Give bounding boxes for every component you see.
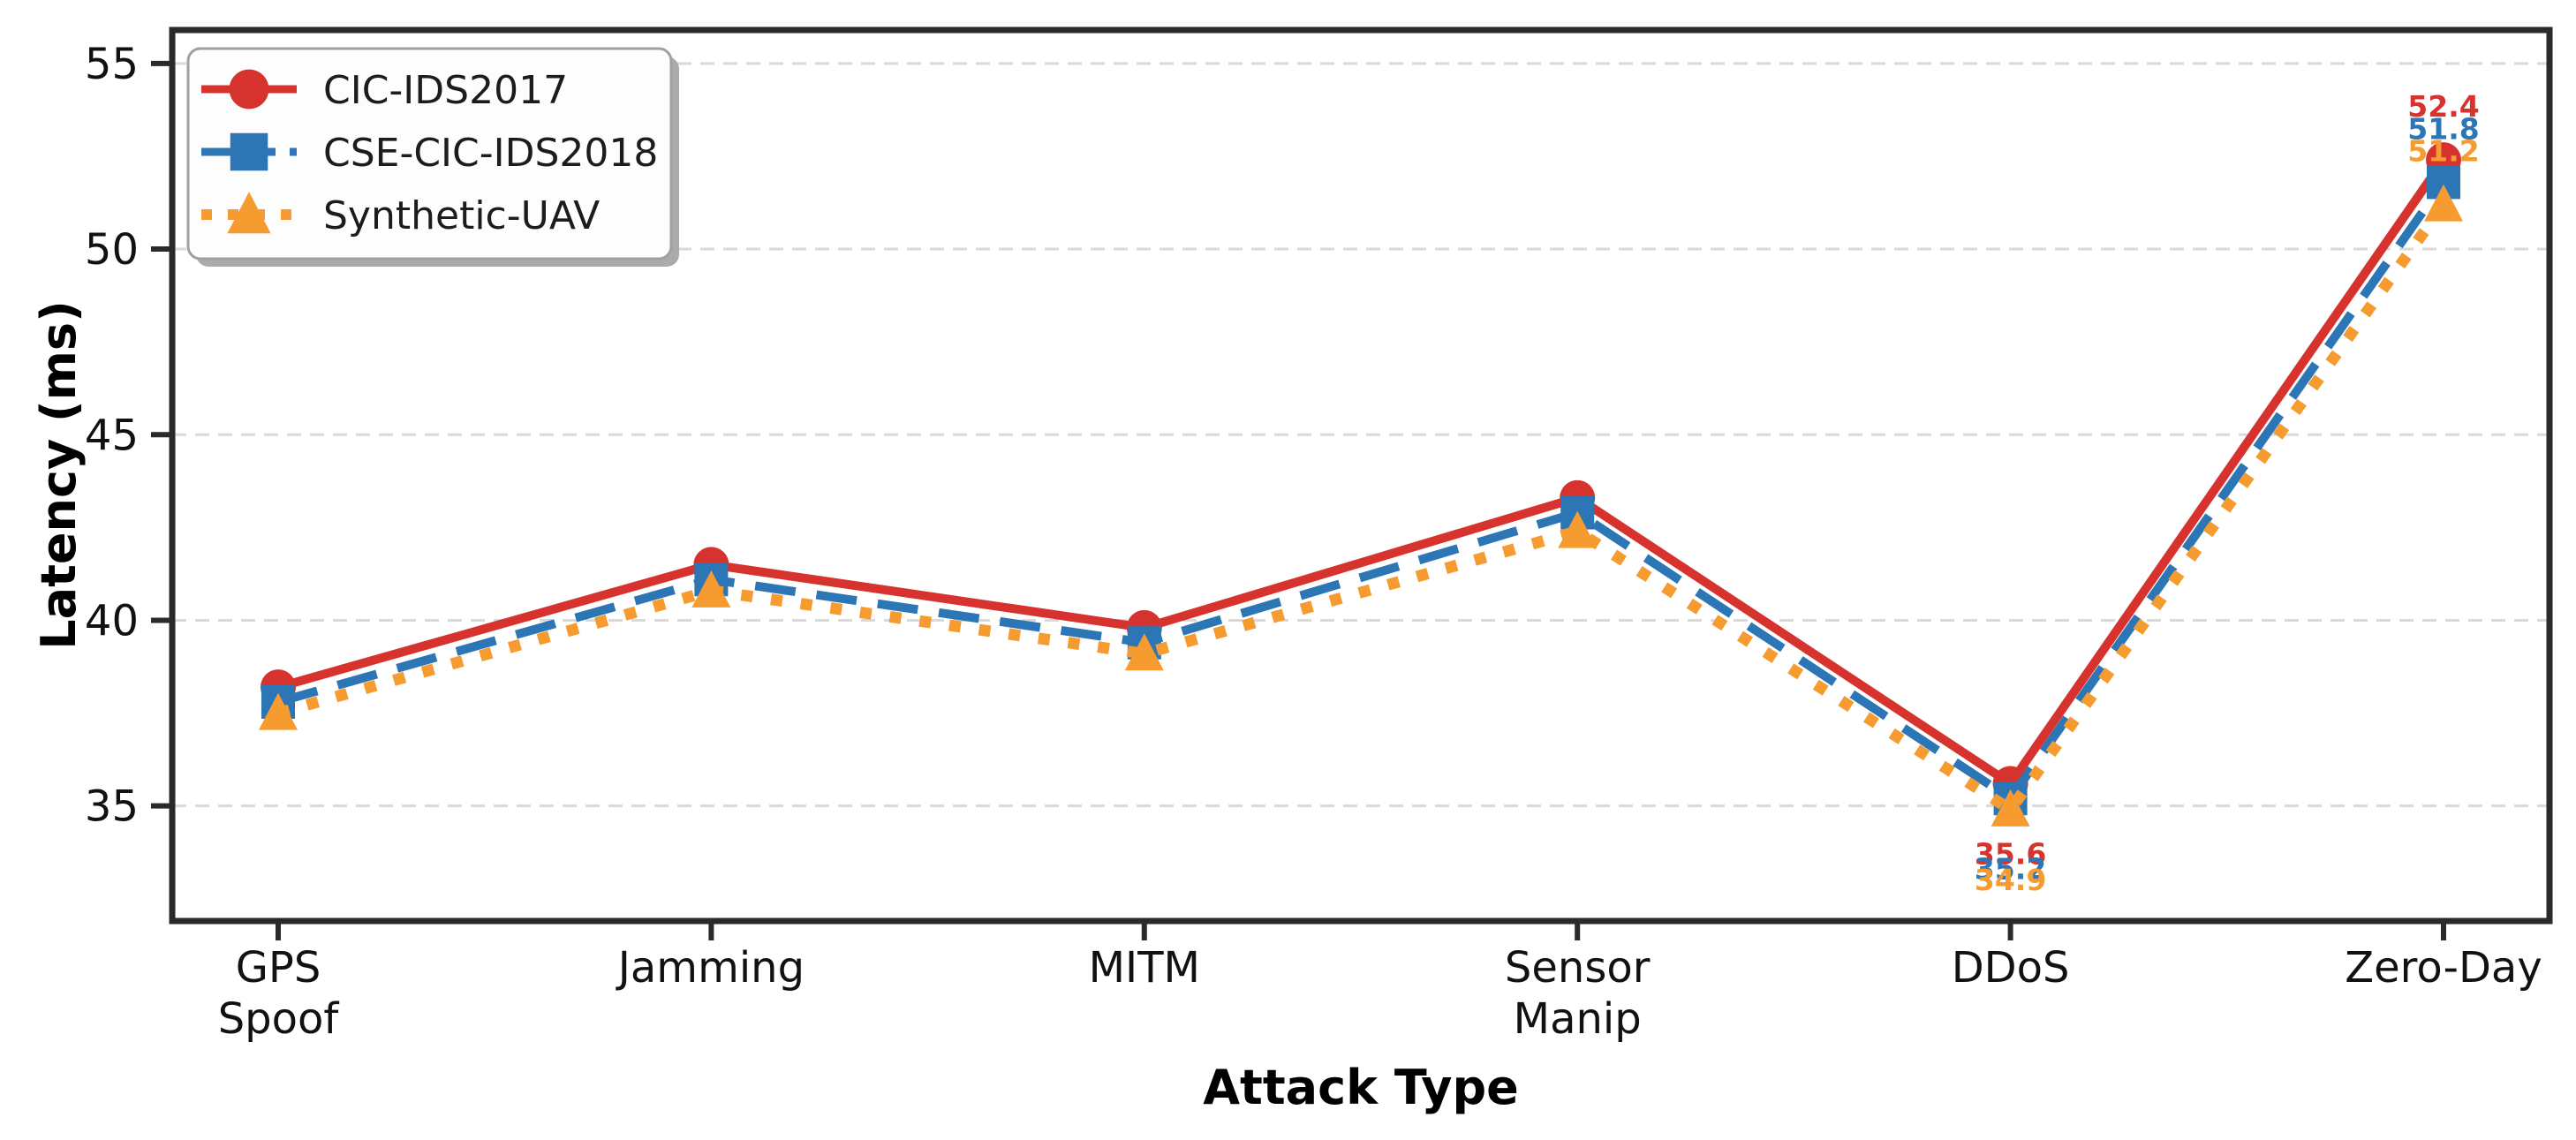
x-tick-label-1-line0: Jamming (616, 943, 805, 993)
point-label-CIC-IDS2017-4: 35.6 (1975, 836, 2046, 871)
x-tick-label-5-line0: Zero-Day (2345, 943, 2542, 993)
y-tick-label-45: 45 (85, 411, 139, 460)
x-axis-title: Attack Type (1203, 1060, 1519, 1115)
y-axis-title: Latency (ms) (31, 300, 87, 650)
legend-item-Synthetic-UAV: Synthetic-UAV (201, 192, 600, 238)
legend-item-CSE-CIC-IDS2018: CSE-CIC-IDS2018 (201, 131, 658, 176)
point-label-Synthetic-UAV-5: 51.2 (2407, 134, 2479, 169)
legend-box (186, 47, 673, 260)
x-tick-label-0-line0: GPS (236, 943, 321, 993)
legend: CIC-IDS2017 CSE-CIC-IDS2018 Synthetic-UAV (186, 47, 679, 267)
legend-label-CSE-CIC-IDS2018: CSE-CIC-IDS2018 (323, 131, 658, 176)
y-tick-label-35: 35 (85, 782, 139, 832)
y-tick-label-55: 55 (85, 40, 139, 89)
legend-marker-circle-CIC-IDS2017 (229, 69, 269, 109)
x-tick-label-3-line0: Sensor (1505, 943, 1651, 993)
series-layer (259, 142, 2463, 827)
point-labels: 35.6 52.4 35.2 51.8 34.9 51.2 (1975, 89, 2480, 897)
x-tick-label-2-line0: MITM (1089, 943, 1200, 993)
marker-triangle-Synthetic-UAV (1991, 789, 2030, 827)
series-line-CIC-IDS2017 (276, 157, 2448, 790)
marker-triangle-Synthetic-UAV (2424, 184, 2463, 222)
point-label-Synthetic-UAV-4: 34.9 (1975, 863, 2046, 897)
legend-item-CIC-IDS2017: CIC-IDS2017 (201, 68, 568, 113)
x-tick-label-0-line1: Spoof (218, 994, 340, 1044)
legend-label-CIC-IDS2017: CIC-IDS2017 (323, 68, 568, 113)
plot-frame (169, 26, 2553, 925)
legend-marker-square-CSE-CIC-IDS2018 (230, 132, 268, 171)
legend-label-Synthetic-UAV: Synthetic-UAV (323, 193, 600, 238)
plot-border (169, 26, 2553, 925)
series-line-Synthetic-UAV (276, 200, 2449, 818)
axis-ticks (151, 60, 2446, 940)
marker-triangle-Synthetic-UAV (1124, 633, 1164, 671)
marker-triangle-Synthetic-UAV (1558, 510, 1598, 548)
marker-triangle-Synthetic-UAV (259, 692, 298, 730)
point-label-CSE-CIC-IDS2018-5: 51.8 (2407, 111, 2479, 146)
x-tick-label-3-line1: Manip (1514, 994, 1642, 1044)
y-tick-label-50: 50 (85, 225, 139, 275)
series-line-CSE-CIC-IDS2018 (276, 179, 2448, 805)
point-label-CSE-CIC-IDS2018-4: 35.2 (1975, 851, 2046, 886)
point-label-CIC-IDS2017-5: 52.4 (2407, 89, 2479, 124)
x-tick-label-4-line0: DDoS (1952, 943, 2070, 993)
marker-triangle-Synthetic-UAV (691, 570, 731, 608)
series-Synthetic-UAV (259, 184, 2463, 827)
y-tick-label-40: 40 (85, 596, 139, 645)
legend-marker-triangle-Synthetic-UAV (227, 192, 271, 234)
